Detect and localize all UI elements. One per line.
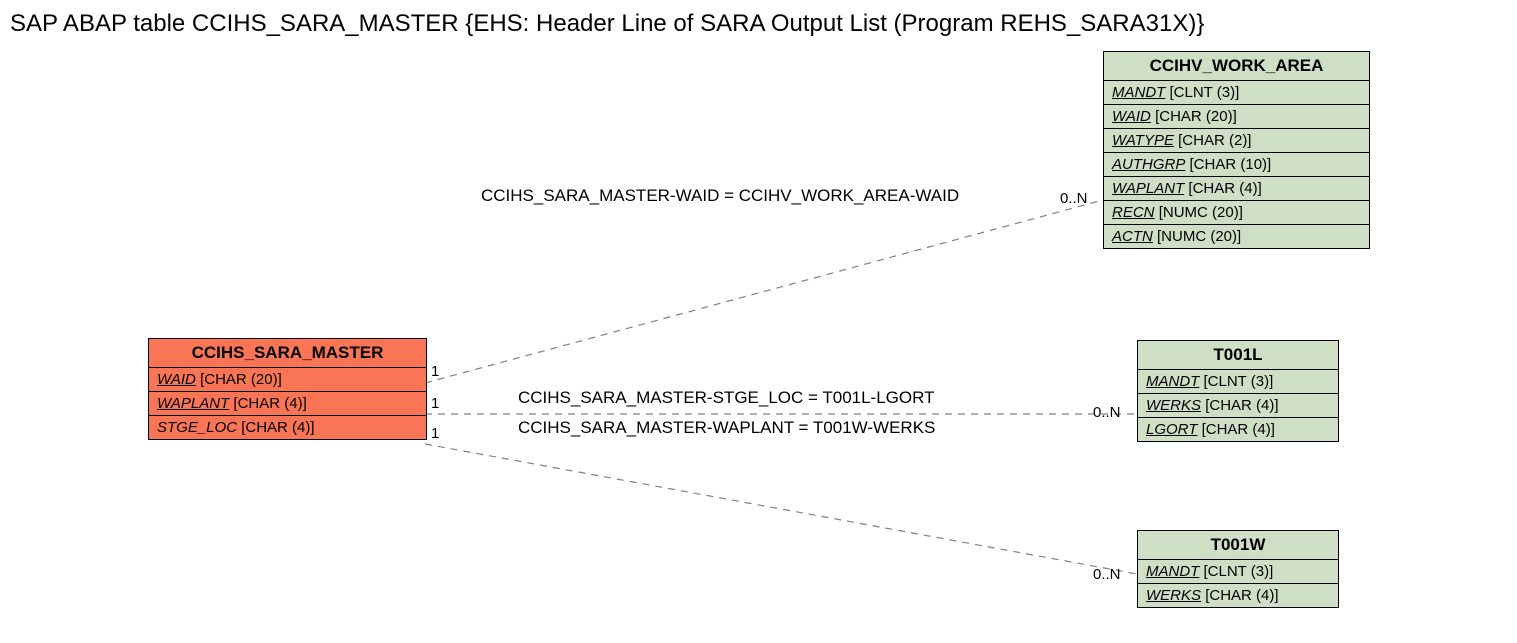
entity-field: WERKS [CHAR (4)]	[1138, 584, 1338, 607]
field-type: [CLNT (3)]	[1204, 373, 1274, 390]
entity-header: CCIHS_SARA_MASTER	[149, 339, 426, 368]
entity-field: WATYPE [CHAR (2)]	[1104, 129, 1369, 153]
entity-field: WAPLANT [CHAR (4)]	[149, 392, 426, 416]
card-src-3: 1	[431, 425, 439, 442]
field-name: AUTHGRP	[1112, 156, 1185, 173]
field-type: [CLNT (3)]	[1170, 84, 1240, 101]
field-name: ACTN	[1112, 228, 1153, 245]
field-name: WERKS	[1146, 587, 1201, 604]
rel-label-3: CCIHS_SARA_MASTER-WAPLANT = T001W-WERKS	[518, 418, 935, 438]
field-name: STGE_LOC	[157, 419, 237, 436]
entity-field: MANDT [CLNT (3)]	[1138, 370, 1338, 394]
entity-field: WAID [CHAR (20)]	[1104, 105, 1369, 129]
field-type: [CHAR (20)]	[200, 371, 282, 388]
entity-field: ACTN [NUMC (20)]	[1104, 225, 1369, 248]
field-type: [CLNT (3)]	[1204, 563, 1274, 580]
entity-field: LGORT [CHAR (4)]	[1138, 418, 1338, 441]
entity-header: CCIHV_WORK_AREA	[1104, 52, 1369, 81]
field-type: [CHAR (4)]	[1188, 180, 1261, 197]
entity-field: WAID [CHAR (20)]	[149, 368, 426, 392]
field-name: MANDT	[1146, 563, 1199, 580]
field-name: MANDT	[1146, 373, 1199, 390]
entity-t001l: T001L MANDT [CLNT (3)]WERKS [CHAR (4)]LG…	[1137, 340, 1339, 442]
field-type: [CHAR (4)]	[1202, 421, 1275, 438]
entity-field: WERKS [CHAR (4)]	[1138, 394, 1338, 418]
field-name: LGORT	[1146, 421, 1197, 438]
field-name: WAPLANT	[157, 395, 229, 412]
rel-label-1: CCIHS_SARA_MASTER-WAID = CCIHV_WORK_AREA…	[481, 186, 959, 206]
field-name: WAID	[1112, 108, 1151, 125]
entity-field: STGE_LOC [CHAR (4)]	[149, 416, 426, 439]
field-type: [NUMC (20)]	[1159, 204, 1243, 221]
rel-line-1	[425, 200, 1103, 383]
card-dst-1: 0..N	[1060, 190, 1088, 207]
field-name: WAPLANT	[1112, 180, 1184, 197]
field-type: [CHAR (2)]	[1178, 132, 1251, 149]
field-name: WATYPE	[1112, 132, 1174, 149]
entity-ccihs-sara-master: CCIHS_SARA_MASTER WAID [CHAR (20)]WAPLAN…	[148, 338, 427, 440]
entity-field: RECN [NUMC (20)]	[1104, 201, 1369, 225]
entity-field: AUTHGRP [CHAR (10)]	[1104, 153, 1369, 177]
field-name: WERKS	[1146, 397, 1201, 414]
rel-label-2: CCIHS_SARA_MASTER-STGE_LOC = T001L-LGORT	[518, 388, 934, 408]
entity-field: MANDT [CLNT (3)]	[1138, 560, 1338, 584]
card-src-2: 1	[431, 395, 439, 412]
entity-header: T001L	[1138, 341, 1338, 370]
card-src-1: 1	[431, 363, 439, 380]
field-name: WAID	[157, 371, 196, 388]
field-type: [CHAR (20)]	[1155, 108, 1237, 125]
entity-ccihv-work-area: CCIHV_WORK_AREA MANDT [CLNT (3)]WAID [CH…	[1103, 51, 1370, 249]
field-type: [CHAR (4)]	[233, 395, 306, 412]
entity-header: T001W	[1138, 531, 1338, 560]
entity-field: WAPLANT [CHAR (4)]	[1104, 177, 1369, 201]
card-dst-3: 0..N	[1093, 566, 1121, 583]
field-type: [CHAR (10)]	[1190, 156, 1272, 173]
field-type: [CHAR (4)]	[1205, 587, 1278, 604]
field-type: [CHAR (4)]	[241, 419, 314, 436]
rel-line-3	[425, 444, 1137, 574]
card-dst-2: 0..N	[1093, 404, 1121, 421]
field-type: [CHAR (4)]	[1205, 397, 1278, 414]
field-name: MANDT	[1112, 84, 1165, 101]
field-name: RECN	[1112, 204, 1155, 221]
field-type: [NUMC (20)]	[1157, 228, 1241, 245]
diagram-title: SAP ABAP table CCIHS_SARA_MASTER {EHS: H…	[10, 10, 1204, 38]
entity-field: MANDT [CLNT (3)]	[1104, 81, 1369, 105]
entity-t001w: T001W MANDT [CLNT (3)]WERKS [CHAR (4)]	[1137, 530, 1339, 608]
